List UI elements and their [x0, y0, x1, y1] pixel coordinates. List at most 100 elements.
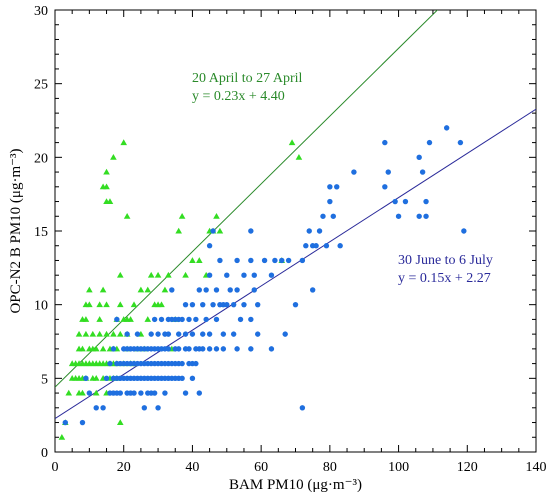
data-point-april [82, 316, 90, 322]
data-point-july [241, 272, 247, 278]
y-axis-title: OPC-N2 B PM10 (μg·m⁻³) [8, 148, 24, 313]
data-point-july [268, 272, 275, 278]
data-point-july [299, 405, 306, 411]
x-tick-label: 140 [526, 460, 547, 475]
data-point-april [92, 389, 100, 396]
data-point-july [162, 390, 168, 396]
data-point-july [261, 257, 268, 264]
data-point-july [134, 331, 141, 337]
data-point-july [382, 139, 388, 146]
data-point-july [327, 198, 333, 205]
data-point-july [210, 301, 216, 308]
data-point-july [320, 213, 326, 219]
data-point-april [216, 227, 224, 234]
data-point-july [230, 301, 237, 308]
data-point-july [62, 419, 69, 426]
data-point-july [100, 405, 106, 411]
data-point-april [116, 301, 124, 308]
data-point-april [154, 271, 162, 278]
data-point-july [392, 198, 398, 205]
data-point-july [268, 346, 275, 352]
data-point-april [213, 212, 220, 219]
data-point-july [210, 228, 216, 234]
data-point-april [58, 433, 66, 440]
data-point-april [79, 345, 86, 352]
data-point-april [182, 271, 189, 278]
y-tick-label: 30 [34, 4, 48, 19]
data-point-july [220, 346, 227, 352]
data-point-july [189, 331, 196, 337]
data-point-july [426, 139, 433, 146]
data-point-april [99, 345, 107, 352]
data-point-april [127, 316, 134, 322]
data-point-april [161, 286, 169, 293]
data-point-july [213, 346, 220, 352]
data-point-july [79, 419, 86, 426]
fit-line-july [55, 108, 536, 419]
data-point-april [123, 212, 131, 219]
data-point-july [200, 346, 206, 352]
data-point-april [144, 316, 152, 322]
data-point-april [130, 301, 138, 308]
data-point-july [248, 228, 254, 234]
data-point-july [86, 390, 93, 396]
fit-lines [55, 10, 536, 419]
data-point-april [96, 330, 103, 337]
data-point-july [299, 257, 306, 264]
data-point-july [220, 331, 227, 337]
data-point-july [337, 243, 343, 249]
y-tick-label: 25 [34, 78, 48, 93]
data-point-july [186, 316, 192, 323]
data-point-april [288, 139, 296, 146]
data-point-july [179, 316, 185, 323]
x-axis-title: BAM PM10 (μg·m⁻³) [229, 477, 362, 493]
data-point-july [251, 287, 257, 293]
data-point-april [82, 330, 90, 337]
data-point-july [416, 213, 422, 219]
data-point-july [382, 184, 388, 190]
data-point-april [103, 301, 110, 308]
data-point-april [96, 316, 103, 322]
data-point-july [303, 243, 309, 249]
data-point-july [117, 390, 123, 396]
data-point-july [224, 301, 230, 308]
data-point-july [419, 169, 426, 175]
data-point-july [234, 346, 240, 352]
data-point-july [255, 301, 261, 308]
data-point-july [83, 375, 89, 382]
data-point-july [165, 346, 172, 352]
data-point-july [327, 184, 333, 190]
data-point-april [137, 286, 145, 293]
y-tick-label: 0 [41, 446, 48, 461]
data-point-april [110, 330, 117, 337]
data-point-july [203, 287, 209, 293]
annotation-green-equation: y = 0.23x + 4.40 [192, 89, 285, 104]
data-point-april [99, 286, 107, 293]
x-tick-label: 20 [117, 460, 131, 475]
data-point-july [193, 360, 199, 367]
data-point-april [165, 271, 172, 278]
data-point-july [200, 301, 206, 308]
data-point-july [234, 287, 240, 293]
data-point-april [79, 389, 86, 396]
data-point-july [282, 331, 288, 337]
data-point-april [103, 330, 110, 337]
data-point-july [248, 316, 254, 323]
data-point-july [179, 360, 185, 367]
data-point-july [193, 316, 199, 323]
data-point-july [131, 390, 137, 396]
data-point-july [175, 346, 182, 352]
fit-line-april [55, 10, 439, 388]
data-point-july [107, 360, 113, 367]
ticks-layer: 0 20 40 60 80 100 120 140 0 5 10 15 20 25 30 [34, 4, 547, 475]
data-point-july [93, 405, 99, 411]
data-point-july [306, 228, 312, 234]
data-point-april [103, 168, 110, 175]
data-point-july [110, 346, 117, 352]
data-point-july [330, 213, 336, 219]
data-point-july [186, 346, 192, 352]
data-point-july [148, 331, 154, 337]
data-point-july [279, 257, 285, 264]
data-point-april [103, 183, 110, 190]
